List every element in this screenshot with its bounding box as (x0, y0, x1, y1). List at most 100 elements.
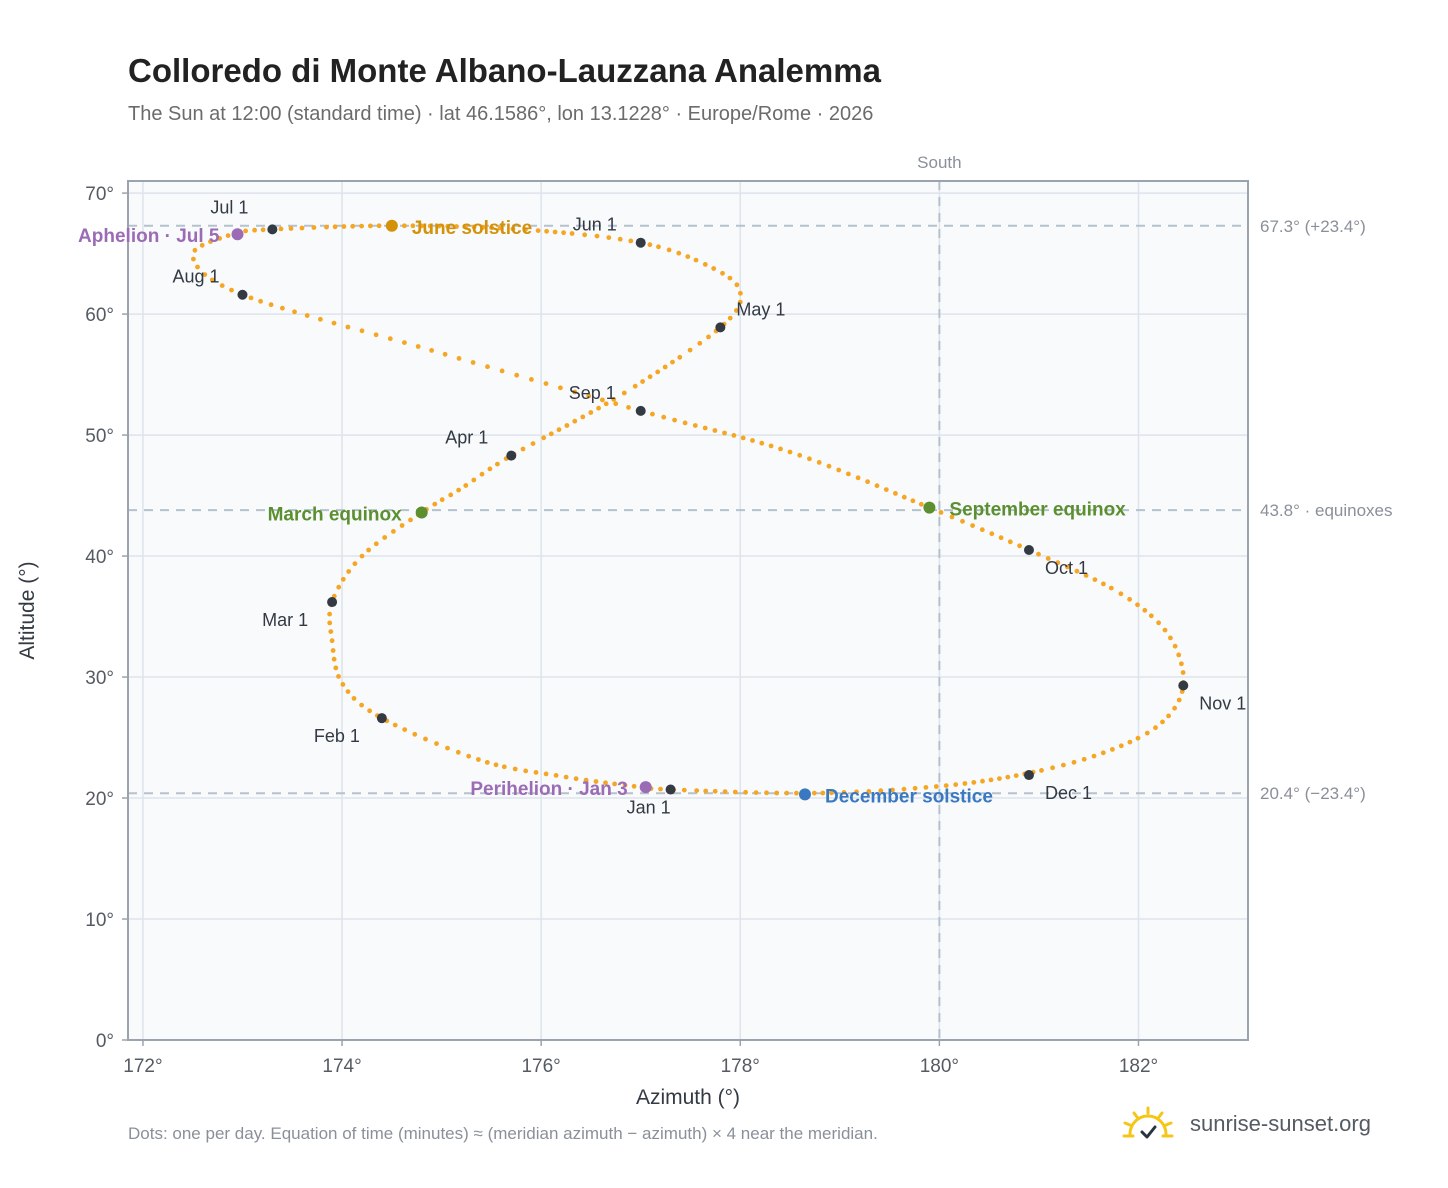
day-dot (489, 225, 494, 231)
day-dot (304, 313, 310, 318)
day-dot (918, 501, 924, 507)
day-dot (558, 385, 563, 391)
day-dot (260, 227, 266, 233)
day-dot (606, 235, 612, 241)
day-dot (836, 467, 842, 473)
day-dot (1180, 670, 1186, 675)
day-dot (1110, 747, 1115, 752)
day-dot (1100, 750, 1106, 756)
day-dot (336, 584, 342, 590)
day-dot (445, 745, 450, 751)
day-dot (429, 348, 434, 353)
day-dot (640, 379, 645, 384)
day-dot (685, 254, 691, 259)
day-dot (535, 228, 541, 234)
day-dot (1172, 705, 1177, 711)
day-dot (734, 282, 740, 288)
day-dot (493, 762, 499, 768)
day-dot (687, 347, 693, 353)
day-dot (1166, 713, 1171, 719)
day-dot (466, 753, 472, 759)
day-dot (740, 435, 746, 441)
day-dot (807, 456, 812, 462)
day-dot (1071, 759, 1077, 765)
day-dot (617, 236, 623, 242)
day-dot (366, 547, 371, 553)
y-tick-label: 20° (85, 789, 114, 810)
day-dot (351, 696, 357, 701)
brand[interactable]: sunrise-sunset.org (1120, 1102, 1371, 1146)
day-dot (330, 648, 336, 653)
day-dot (1081, 756, 1087, 762)
day-dot (569, 231, 575, 236)
day-dot (195, 264, 200, 270)
day-dot (484, 760, 490, 765)
day-dot (415, 344, 421, 349)
event-label: June solstice (412, 218, 532, 239)
day-dot (580, 414, 586, 420)
day-dot (299, 225, 305, 231)
reference-line-label: 20.4° (−23.4°) (1260, 784, 1366, 803)
day-dot (912, 785, 918, 791)
day-dot (611, 397, 617, 402)
day-dot (209, 277, 215, 283)
y-tick-label: 10° (85, 910, 114, 931)
day-dot (331, 656, 337, 662)
day-dot (722, 430, 727, 436)
day-dot (712, 788, 718, 794)
day-dot (1017, 543, 1022, 549)
day-dot (603, 401, 609, 407)
day-dot (901, 494, 907, 500)
chart-footnote: Dots: one per day. Equation of time (min… (128, 1124, 878, 1143)
month-marker (665, 784, 676, 795)
day-dot (463, 483, 469, 488)
day-dot (368, 223, 373, 229)
day-dot (248, 295, 254, 301)
day-dot (1135, 602, 1140, 608)
day-dot (883, 487, 889, 492)
event-marker (231, 228, 244, 241)
day-dot (778, 446, 783, 452)
y-tick-label: 70° (85, 184, 114, 205)
day-dot (672, 417, 677, 423)
day-dot (997, 776, 1002, 781)
day-dot (711, 266, 717, 271)
day-dot (613, 401, 619, 407)
day-dot (332, 224, 338, 230)
day-dot (346, 569, 352, 574)
day-dot (543, 771, 549, 777)
day-dot (681, 787, 687, 793)
day-dot (561, 230, 566, 236)
day-dot (318, 316, 323, 322)
day-dot (1153, 725, 1158, 731)
day-dot (563, 774, 569, 780)
month-marker (506, 450, 517, 461)
day-dot (820, 790, 826, 796)
day-dot (376, 223, 382, 229)
day-dot (603, 780, 608, 786)
day-dot (596, 405, 601, 411)
day-dot (797, 452, 803, 458)
day-dot (593, 779, 599, 784)
day-dot (612, 781, 617, 787)
day-dot (692, 423, 698, 428)
day-dot (387, 336, 393, 342)
day-dot (327, 611, 332, 617)
brand-name[interactable]: sunrise-sunset.org (1190, 1111, 1371, 1136)
day-dot (661, 414, 667, 420)
day-dot (392, 722, 398, 728)
day-dot (1118, 743, 1124, 749)
event-marker (798, 788, 811, 801)
day-dot (594, 233, 600, 239)
day-dot (439, 497, 445, 503)
day-dot (720, 270, 725, 276)
day-dot (345, 689, 351, 694)
day-dot (583, 777, 589, 783)
event-label: September equinox (949, 500, 1126, 521)
month-marker (635, 237, 646, 248)
page-subtitle: The Sun at 12:00 (standard time) · lat 4… (128, 103, 874, 125)
day-dot (943, 783, 949, 788)
day-dot (702, 425, 708, 431)
day-dot (732, 789, 738, 795)
day-dot (727, 315, 733, 321)
